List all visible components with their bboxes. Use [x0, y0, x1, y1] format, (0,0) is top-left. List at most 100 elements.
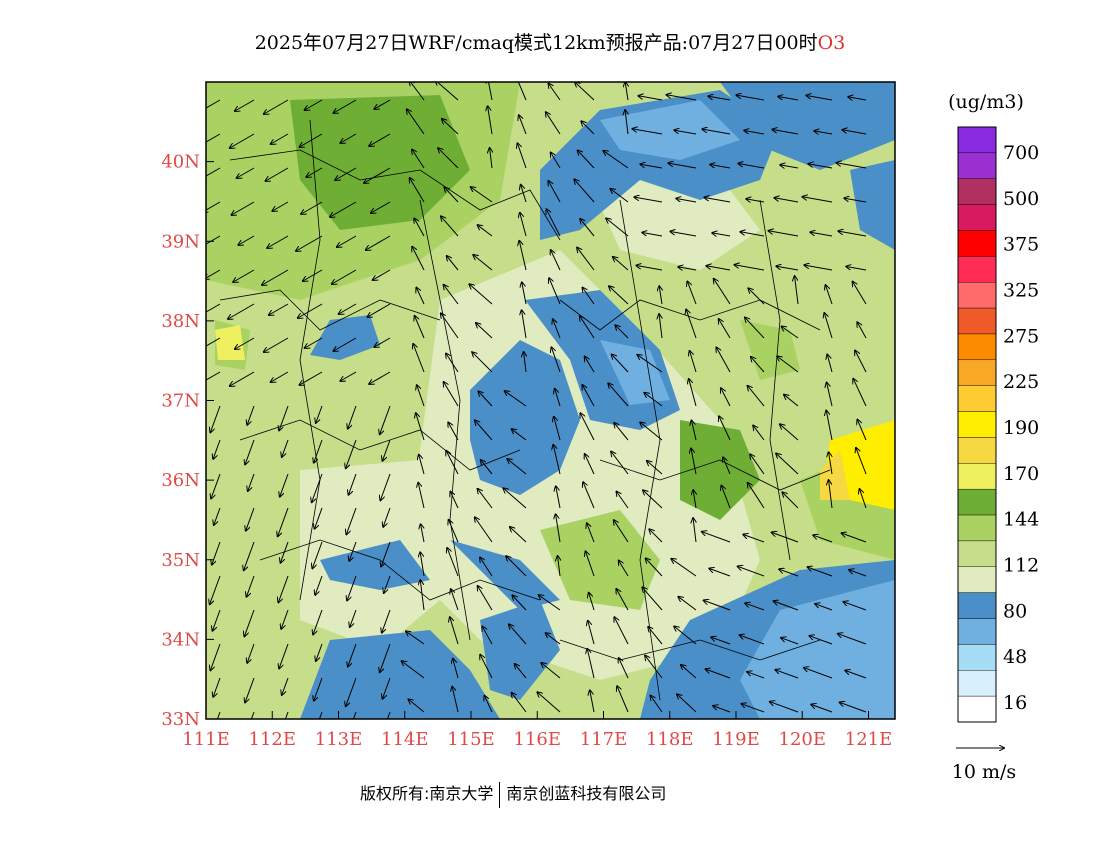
colorbar-swatch: [957, 592, 997, 619]
wind-arrow: [537, 692, 561, 713]
wind-arrow: [313, 609, 323, 634]
wind-arrow: [238, 235, 255, 245]
wind-arrow: [686, 310, 697, 339]
colorbar-label: 170: [1003, 463, 1039, 485]
wind-arrow: [264, 99, 289, 114]
wind-arrow: [738, 566, 765, 577]
wind-arrow: [340, 133, 357, 143]
colorbar-label: 375: [1003, 234, 1039, 256]
wind-arrow: [633, 129, 663, 135]
wind-arrow: [704, 198, 731, 203]
wind-arrow: [857, 322, 867, 339]
wind-arrow: [414, 219, 425, 237]
wind-arrow: [490, 148, 492, 169]
wind-arrow: [230, 371, 255, 386]
wind-arrow: [471, 187, 493, 203]
wind-arrow: [614, 617, 629, 645]
wind-arrow: [745, 603, 765, 611]
wind-arrow: [213, 677, 221, 697]
wind-arrow: [551, 153, 561, 169]
wind-arrow: [588, 621, 595, 645]
wind-arrow: [442, 119, 459, 135]
wind-arrow: [777, 356, 799, 373]
wind-arrow: [245, 677, 255, 702]
wind-arrow: [711, 637, 731, 645]
wind-arrow: [441, 313, 459, 339]
wind-arrow: [346, 439, 357, 468]
wind-arrow: [415, 316, 425, 339]
wind-arrow: [651, 696, 663, 713]
wind-arrow: [419, 455, 425, 475]
wind-arrow: [774, 601, 799, 611]
wind-arrow: [659, 286, 662, 305]
colorbar-swatch: [957, 230, 997, 257]
wind-arrow: [315, 507, 323, 529]
wind-arrow: [853, 282, 867, 305]
wind-arrow: [335, 167, 357, 180]
wind-arrow: [247, 643, 255, 663]
wind-arrow: [838, 231, 867, 237]
wind-arrow: [206, 303, 221, 313]
wind-arrow: [210, 575, 221, 604]
wind-arrow: [346, 677, 357, 706]
wind-arrow: [488, 106, 493, 135]
wind-arrow: [713, 706, 731, 713]
wind-arrow: [517, 82, 527, 101]
wind-arrow: [262, 269, 289, 285]
wind-arrow: [556, 514, 561, 543]
wind-arrow: [279, 643, 289, 668]
wind-arrow: [412, 247, 425, 271]
wind-arrow: [617, 492, 629, 509]
wind-arrow: [206, 371, 221, 383]
wind-arrow: [452, 687, 459, 713]
wind-arrow: [776, 454, 799, 475]
wind-arrow: [645, 656, 663, 679]
wind-arrow: [845, 671, 867, 679]
wind-arrow: [585, 454, 595, 475]
wind-arrow: [306, 167, 323, 177]
colorbar-swatch: [957, 152, 997, 179]
wind-arrow: [741, 704, 765, 713]
colorbar-swatch: [957, 282, 997, 309]
wind-arrow: [481, 460, 493, 475]
wind-arrow: [804, 668, 833, 679]
wind-arrow: [704, 600, 731, 611]
wind-arrow: [549, 84, 561, 101]
wind-arrow: [808, 567, 833, 577]
wind-arrow: [386, 711, 391, 719]
wind-arrow: [475, 420, 493, 441]
colorbar-swatch: [957, 618, 997, 645]
wind-arrow: [748, 288, 765, 305]
wind-arrow: [615, 325, 629, 339]
wind-arrow: [614, 520, 629, 543]
wind-arrow: [539, 595, 561, 611]
wind-arrow: [719, 416, 731, 441]
wind-arrow: [606, 218, 629, 237]
colorbar-swatch: [957, 695, 997, 723]
wind-arrow: [267, 235, 289, 248]
wind-arrow: [475, 517, 493, 543]
colorbar-swatch: [957, 333, 997, 361]
wind-arrow: [417, 385, 425, 407]
lat-tick-label: 35N: [161, 550, 200, 571]
species-label: O3: [817, 32, 846, 54]
wind-arrow: [298, 303, 323, 318]
wind-arrow: [337, 235, 357, 247]
wind-arrow: [617, 686, 629, 713]
wind-arrow: [855, 351, 867, 373]
wind-arrow: [519, 115, 527, 135]
wind-arrow: [710, 165, 731, 169]
wind-arrow: [410, 82, 425, 101]
wind-arrow: [647, 461, 663, 475]
wind-arrow: [578, 150, 595, 169]
lon-tick-label: 116E: [514, 729, 562, 750]
lon-tick-label: 121E: [845, 729, 893, 750]
wind-arrow: [611, 452, 629, 475]
colorbar-swatch: [957, 488, 997, 516]
wind-arrow: [837, 163, 867, 169]
wind-arrow: [677, 694, 697, 713]
wind-arrow: [706, 266, 731, 271]
wind-arrow: [636, 266, 663, 271]
wind-arrow: [216, 711, 221, 719]
wind-arrow: [590, 690, 595, 713]
